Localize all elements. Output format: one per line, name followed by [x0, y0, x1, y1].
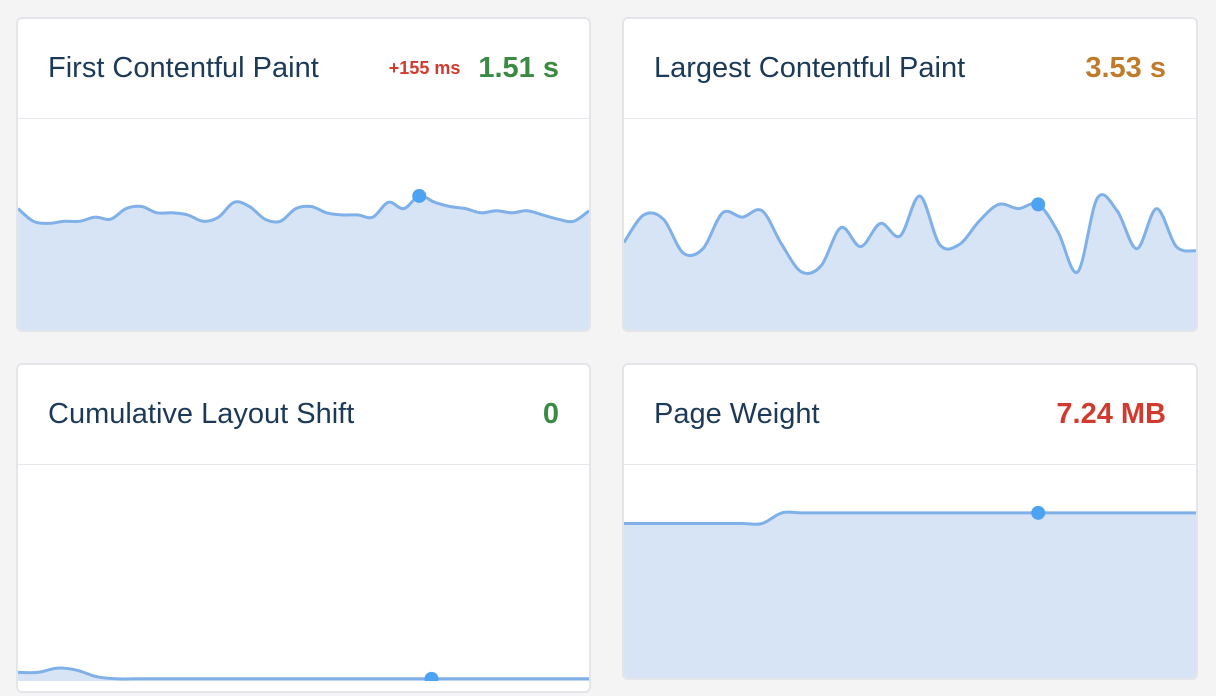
sparkline-highlight-point[interactable] [1031, 197, 1046, 212]
card-value: 1.51 s [478, 52, 559, 84]
sparkline-line [624, 510, 1196, 526]
sparkline-line [18, 194, 589, 225]
sparkline-area [624, 194, 1196, 330]
metric-card-lcp[interactable]: Largest Contentful Paint 3.53 s [622, 17, 1198, 332]
sparkline-chart[interactable] [18, 466, 589, 681]
metric-card-page-weight[interactable]: Page Weight 7.24 MB [622, 363, 1198, 680]
sparkline-line [624, 193, 1196, 275]
card-value: 3.53 s [1085, 52, 1166, 84]
sparkline-chart[interactable] [18, 120, 589, 331]
card-value: 0 [542, 398, 559, 430]
card-header: Largest Contentful Paint 3.53 s [624, 19, 1196, 119]
sparkline-highlight-point[interactable] [412, 188, 427, 203]
sparkline-area [18, 195, 589, 330]
sparkline-highlight-point[interactable] [1031, 505, 1046, 520]
sparkline-chart[interactable] [624, 466, 1196, 679]
card-title: First Contentful Paint [48, 52, 319, 84]
card-title: Page Weight [654, 398, 820, 430]
sparkline-area [624, 512, 1196, 678]
sparkline-highlight-point[interactable] [424, 671, 439, 681]
card-delta: +155 ms [388, 58, 461, 78]
sparkline-chart[interactable] [624, 120, 1196, 331]
card-title: Largest Contentful Paint [654, 52, 966, 84]
metric-card-fcp[interactable]: First Contentful Paint +155 ms 1.51 s [16, 17, 591, 332]
sparkline-line [18, 666, 589, 681]
card-title: Cumulative Layout Shift [48, 398, 355, 430]
card-value: 7.24 MB [1056, 398, 1166, 430]
metric-card-cls[interactable]: Cumulative Layout Shift 0 [16, 363, 591, 693]
card-header: First Contentful Paint +155 ms 1.51 s [18, 19, 589, 119]
card-header: Page Weight 7.24 MB [624, 365, 1196, 465]
card-header: Cumulative Layout Shift 0 [18, 365, 589, 465]
